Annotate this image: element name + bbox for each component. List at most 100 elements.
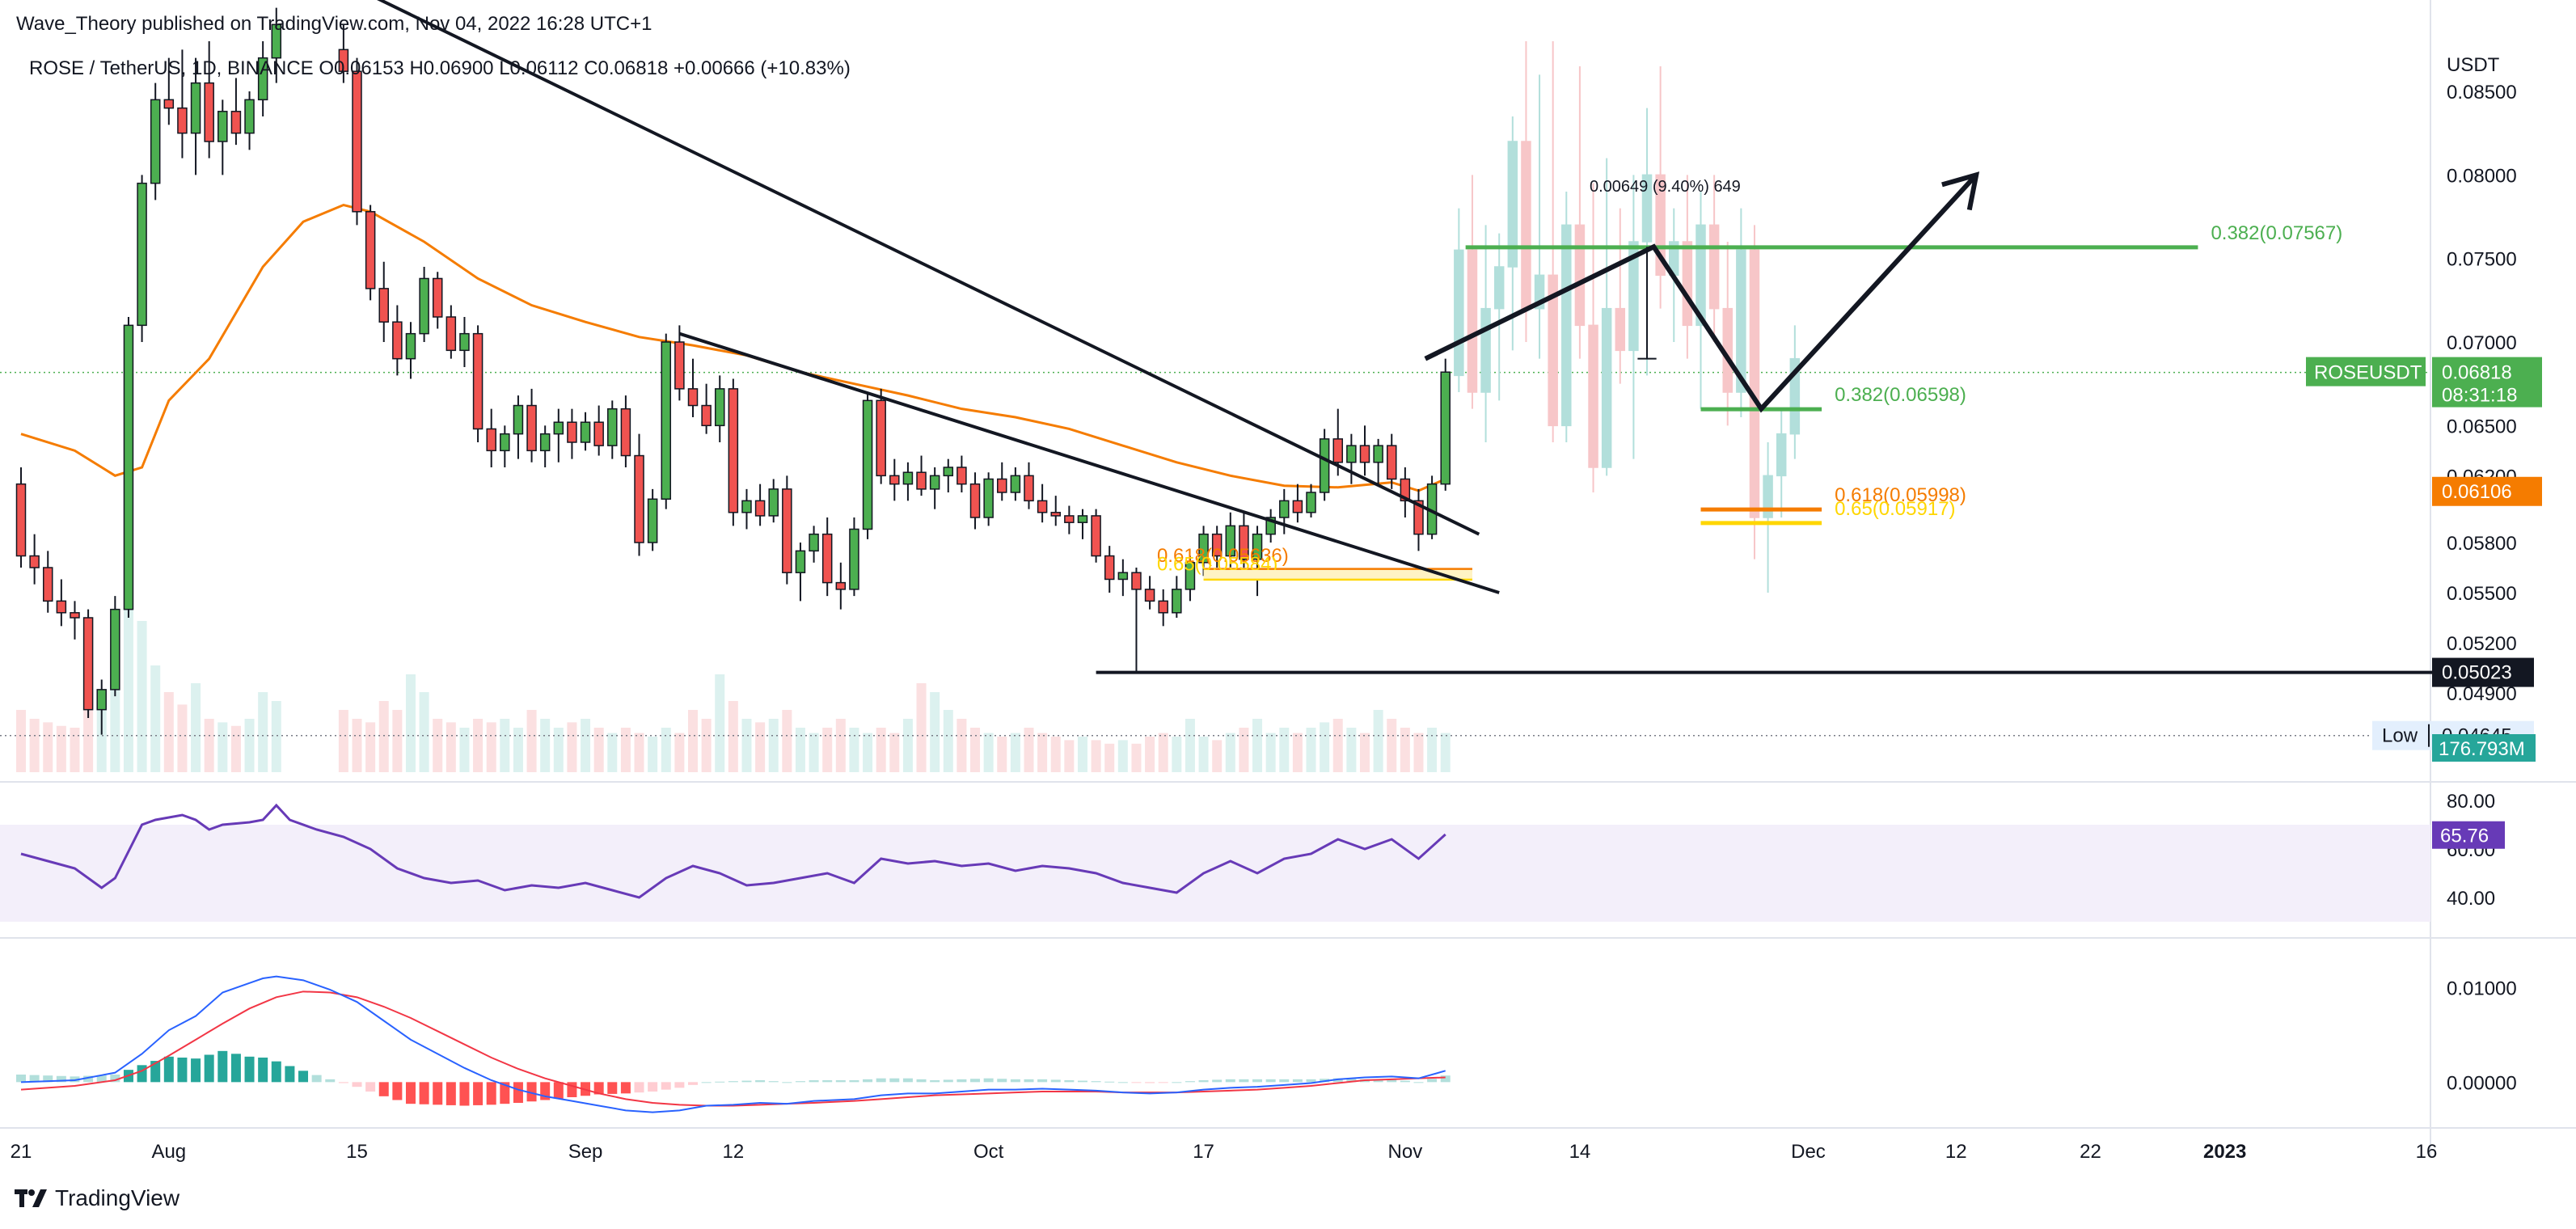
volume-bar (553, 728, 564, 772)
macd-histogram-bar (338, 1082, 348, 1083)
symbol-line[interactable]: ROSE / TetherUS, 1D, BINANCE O0.06153 H0… (29, 57, 851, 80)
price-axis[interactable]: 0.085000.080000.075000.070000.065000.062… (2447, 82, 2517, 1094)
ghost-candle-body (1480, 307, 1491, 393)
macd-histogram-bar (1212, 1079, 1223, 1083)
candle-body (1091, 515, 1101, 557)
volume-bar (459, 728, 470, 772)
candle-body (782, 488, 792, 573)
candle-body (29, 555, 40, 568)
volume-bar (1306, 728, 1316, 772)
volume-bar (1225, 733, 1235, 772)
price-tick-label: 0.05200 (2447, 633, 2517, 655)
volume-bar (1346, 728, 1357, 772)
symbol-name[interactable]: ROSE / TetherUS, 1D, BINANCE (29, 57, 314, 79)
time-tick-label: 14 (1569, 1141, 1591, 1163)
volume-bar (137, 621, 147, 772)
volume-bar (1145, 737, 1155, 772)
candles[interactable] (15, 7, 1451, 735)
macd-histogram-bar (1064, 1080, 1075, 1083)
candle-body (567, 421, 577, 443)
macd-histogram-bar (1117, 1082, 1128, 1083)
volume-bar (1373, 710, 1383, 772)
macd-histogram-bar (96, 1075, 107, 1083)
volume-bar (916, 683, 927, 772)
volume-bar (782, 710, 792, 772)
volume-bar (1050, 737, 1061, 772)
macd-histogram-bar (930, 1080, 940, 1083)
macd-histogram-bar (1158, 1082, 1168, 1083)
candle-body (204, 82, 214, 142)
macd-histogram-bar (325, 1079, 336, 1083)
macd-histogram-bar (849, 1080, 859, 1083)
candle-body (714, 388, 725, 427)
candle-body (849, 528, 859, 590)
candle-body (1306, 492, 1316, 513)
volume-bar (620, 728, 631, 772)
macd-line (20, 975, 1446, 1113)
volume-bar (593, 728, 604, 772)
macd-histogram-bar (661, 1082, 671, 1090)
candle-body (539, 433, 551, 452)
candle-body (338, 49, 349, 72)
ghost-candle-body (1708, 224, 1720, 310)
volume-bar (956, 719, 967, 772)
volume-bar (889, 733, 900, 772)
close-value: C0.06818 (584, 57, 669, 79)
volume-bar (83, 701, 94, 772)
macd-histogram-bar (1332, 1078, 1343, 1083)
macd-histogram-bar (500, 1082, 510, 1104)
candle-body (1279, 500, 1290, 518)
ema-price-marker (2432, 476, 2542, 506)
candle-body (1158, 600, 1168, 614)
volume-bar (473, 719, 484, 772)
time-tick-label: Dec (1791, 1141, 1826, 1163)
candle-body (137, 182, 147, 327)
volume-bar (433, 719, 443, 772)
volume-bar (123, 603, 133, 772)
volume-bar (1010, 733, 1020, 772)
macd-histogram-bar (419, 1082, 429, 1104)
time-tick-label: 15 (346, 1141, 368, 1163)
time-tick-label: Sep (568, 1141, 603, 1163)
candle-body (741, 500, 752, 513)
volume-bar (728, 701, 738, 772)
last-price-value: 0.06818 (2442, 362, 2512, 384)
volume-bar (607, 733, 618, 772)
macd-histogram-bar (1145, 1082, 1155, 1083)
macd-histogram-bar (83, 1075, 94, 1083)
macd-tick-label: 0.01000 (2447, 978, 2517, 1000)
support-price-marker (2432, 657, 2534, 687)
candle-body (687, 388, 699, 407)
candle-body (607, 408, 618, 446)
candle-body (889, 475, 900, 485)
macd-histogram-bar (1265, 1079, 1276, 1083)
candle-body (821, 533, 833, 584)
macd-histogram-bar (56, 1075, 66, 1083)
macd-histogram-bar (822, 1080, 833, 1083)
candle-body (1359, 445, 1370, 463)
time-tick-label: 21 (11, 1141, 32, 1163)
macd-histogram-bar (1185, 1081, 1195, 1083)
volume-bar (1091, 740, 1101, 772)
macd-histogram-bar (943, 1079, 953, 1083)
tradingview-brand[interactable]: TradingView (15, 1185, 179, 1211)
volume-bar (1400, 728, 1410, 772)
macd-histogram-bar (204, 1054, 214, 1083)
volume-bar (835, 719, 846, 772)
candle-body (553, 421, 564, 435)
ghost-candle-body (1561, 224, 1572, 427)
rsi-tick-label: 80.00 (2447, 791, 2495, 813)
macd-histogram-bar (230, 1054, 241, 1083)
macd-histogram-bar (285, 1066, 295, 1083)
macd-histogram-bar (137, 1065, 147, 1083)
candle-body (1117, 572, 1129, 581)
candle-body (96, 689, 107, 711)
publish-line: Wave_Theory published on TradingView.com… (16, 13, 652, 35)
ghost-candle-body (1789, 357, 1801, 435)
time-axis[interactable]: 21 Aug 15 Sep 12 Oct 17 Nov 14 Dec 12 22 2023 16 (11, 1141, 2438, 1163)
volume-bar (1024, 728, 1034, 772)
macd-histogram-bar (43, 1075, 53, 1083)
volume-bar (581, 719, 591, 772)
trendlines[interactable] (277, 0, 2467, 674)
